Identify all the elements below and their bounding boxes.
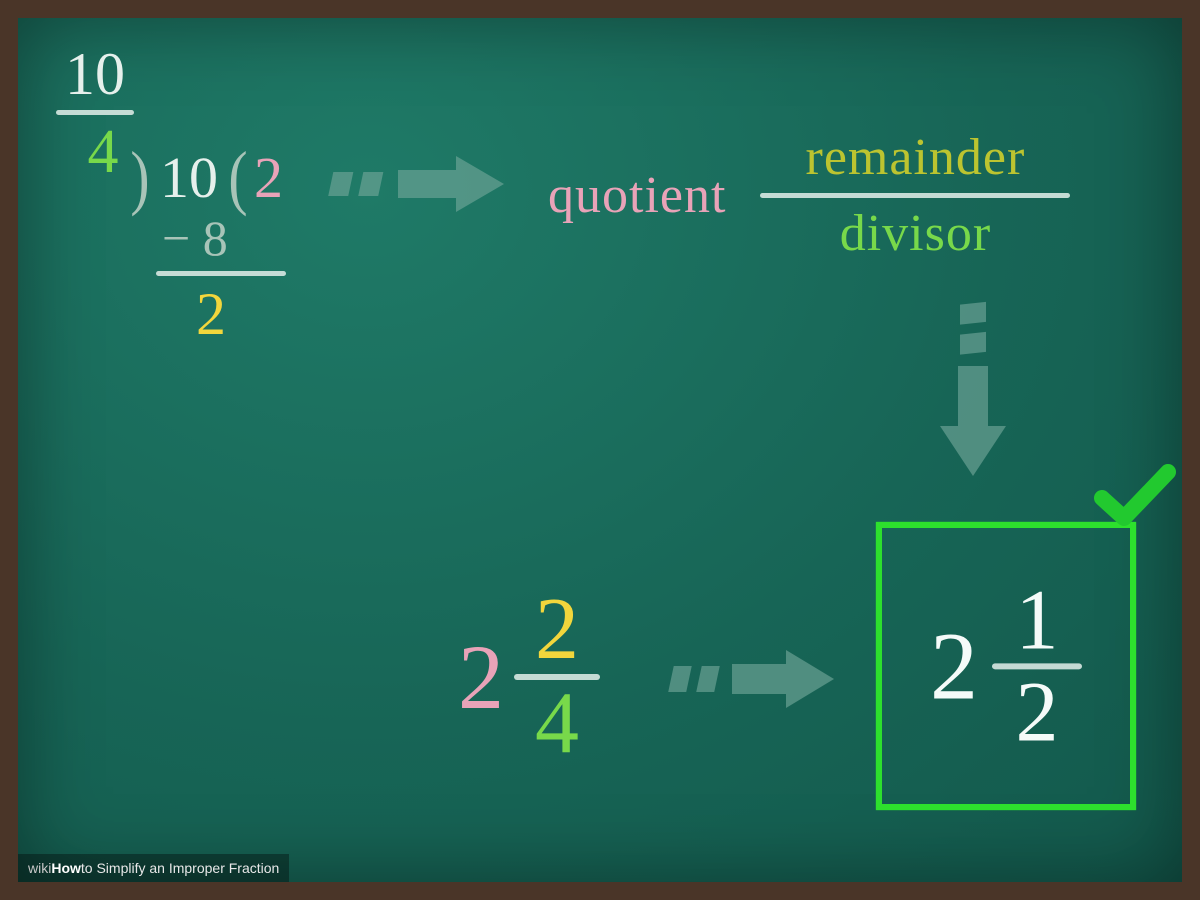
caption-bar: wikiHow to Simplify an Improper Fraction [18,854,289,882]
result-box: 2 1 2 [876,522,1136,810]
numerator-10: 10 [56,44,134,104]
arrow-right-2 [678,646,858,716]
subtract-line: − 8 [162,209,286,267]
arrow-down [928,308,1018,508]
result-fraction-bar [992,663,1082,669]
dividend: 10 [160,144,218,211]
chalkboard: 10 4 ) 10 ( 2 − 8 2 [18,18,1182,882]
caption-text: to Simplify an Improper Fraction [81,860,279,876]
denominator-4: 4 [535,682,579,766]
caption-how: How [51,860,81,876]
result-denominator: 2 [1016,671,1059,753]
arrow-right-1 [338,150,528,220]
fraction-bar [56,110,134,115]
result-numerator: 1 [1016,579,1059,661]
label-remainder: remainder [806,128,1026,187]
formula-fraction-bar [760,193,1070,198]
checkmark-icon [1096,464,1176,534]
fraction-bar-2 [514,674,600,680]
result-whole: 2 [930,611,978,722]
paren-right: ( [228,136,247,219]
quotient: 2 [254,144,283,211]
remainder: 2 [196,280,286,349]
label-quotient: quotient [548,166,726,225]
long-division: ) 10 ( 2 − 8 2 [128,136,286,349]
fraction-10-over-4: 10 4 [56,44,134,183]
subtract-bar [156,271,286,276]
numerator-2: 2 [535,588,579,672]
caption-wiki: wiki [28,860,51,876]
label-divisor: divisor [840,204,991,263]
formula-quotient-remainder-divisor: quotient remainder divisor [548,128,1070,263]
paren-left: ) [130,136,149,219]
mixed-2-2-4: 2 2 4 [458,588,600,765]
wooden-frame: 10 4 ) 10 ( 2 − 8 2 [0,0,1200,900]
whole-2: 2 [458,624,504,730]
